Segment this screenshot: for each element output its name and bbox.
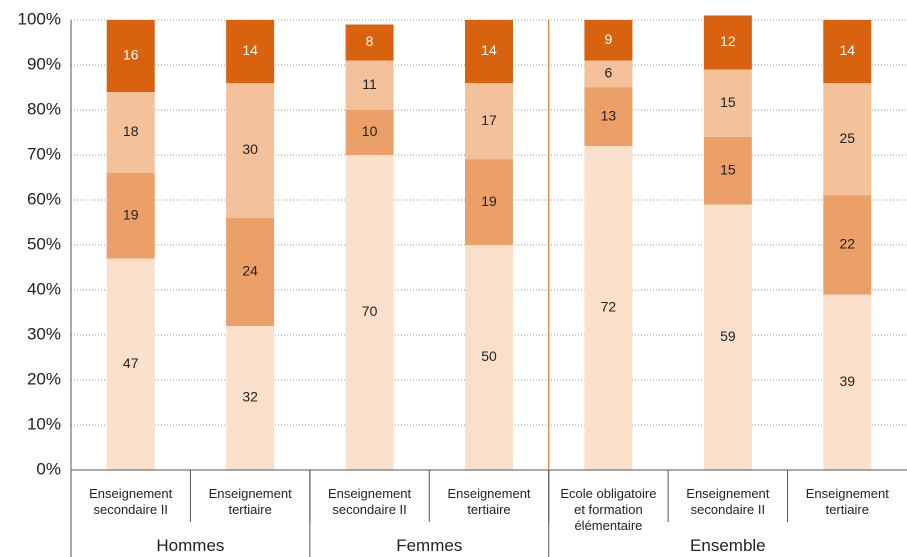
x-tick-label: Ecole obligatoire et formation élémentai… bbox=[560, 486, 657, 533]
data-label: 30 bbox=[242, 141, 258, 157]
bar-segment bbox=[106, 173, 155, 259]
bar-segment bbox=[345, 110, 394, 155]
data-label: 47 bbox=[123, 355, 139, 371]
bar-segment bbox=[106, 92, 155, 173]
x-tick-label: Enseignement secondaire II bbox=[328, 486, 412, 517]
y-tick-label: 90% bbox=[27, 54, 61, 73]
data-label: 12 bbox=[720, 33, 736, 49]
data-label: 50 bbox=[481, 348, 497, 364]
data-label: 9 bbox=[605, 31, 613, 47]
data-label: 18 bbox=[123, 123, 139, 139]
data-label: 6 bbox=[605, 65, 613, 81]
bar-segment bbox=[584, 87, 633, 146]
bar-segment bbox=[106, 20, 155, 92]
y-tick-label: 40% bbox=[27, 279, 61, 298]
y-tick-label: 80% bbox=[27, 99, 61, 118]
data-label: 8 bbox=[366, 33, 374, 49]
data-label: 13 bbox=[601, 107, 617, 123]
y-tick-label: 0% bbox=[36, 459, 61, 478]
bar-segment bbox=[823, 294, 872, 470]
bar-segment bbox=[703, 15, 752, 70]
bar-segment bbox=[465, 20, 513, 83]
y-tick-label: 60% bbox=[27, 189, 61, 208]
bar-segment bbox=[465, 245, 513, 470]
data-label: 17 bbox=[481, 112, 497, 128]
data-label: 72 bbox=[601, 299, 617, 315]
bar-segment bbox=[823, 195, 872, 295]
data-label: 24 bbox=[242, 263, 258, 279]
x-tick-label: Enseignement secondaire II bbox=[89, 486, 173, 517]
bar-segment bbox=[345, 60, 394, 110]
data-label: 39 bbox=[839, 373, 855, 389]
bar-segment bbox=[465, 83, 513, 160]
bar-segment bbox=[584, 146, 633, 470]
group-label: Femmes bbox=[396, 536, 463, 555]
data-label: 16 bbox=[123, 47, 139, 63]
data-label: 25 bbox=[839, 130, 855, 146]
bar-segment bbox=[226, 218, 275, 326]
data-label: 70 bbox=[362, 303, 378, 319]
data-label: 32 bbox=[242, 389, 258, 405]
bar-segment bbox=[226, 326, 275, 470]
bar-segment bbox=[703, 137, 752, 205]
y-tick-label: 10% bbox=[27, 414, 61, 433]
bar-segment bbox=[823, 20, 872, 83]
x-tick-label: Enseignement tertiaire bbox=[208, 486, 292, 517]
y-tick-label: 30% bbox=[27, 324, 61, 343]
x-tick-label: Enseignement tertiaire bbox=[805, 486, 889, 517]
data-label: 15 bbox=[720, 94, 736, 110]
data-label: 22 bbox=[839, 236, 855, 252]
data-label: 10 bbox=[362, 123, 378, 139]
bar-segment bbox=[226, 83, 275, 218]
bar-segment bbox=[226, 20, 275, 83]
y-tick-label: 50% bbox=[27, 234, 61, 253]
bar-segment bbox=[703, 69, 752, 137]
data-label: 14 bbox=[481, 42, 497, 58]
x-tick-label: Enseignement secondaire II bbox=[686, 486, 770, 517]
data-label: 19 bbox=[123, 206, 139, 222]
bar-segment bbox=[584, 60, 633, 88]
y-tick-label: 20% bbox=[27, 369, 61, 388]
bar-segment bbox=[345, 24, 394, 61]
bar-segment bbox=[584, 20, 633, 61]
bar-segment bbox=[703, 204, 752, 470]
data-label: 19 bbox=[481, 193, 497, 209]
group-label: Hommes bbox=[156, 536, 225, 555]
data-label: 14 bbox=[839, 42, 855, 58]
y-tick-label: 100% bbox=[18, 9, 61, 28]
bar-segment bbox=[465, 159, 513, 245]
group-label: Ensemble bbox=[690, 536, 766, 555]
bar-segment bbox=[345, 155, 394, 470]
data-label: 59 bbox=[720, 328, 736, 344]
data-label: 14 bbox=[242, 42, 258, 58]
bar-segment bbox=[823, 83, 872, 196]
y-tick-label: 70% bbox=[27, 144, 61, 163]
data-label: 15 bbox=[720, 161, 736, 177]
bar-segment bbox=[106, 258, 155, 470]
data-label: 11 bbox=[362, 76, 377, 92]
x-tick-label: Enseignement tertiaire bbox=[447, 486, 531, 517]
